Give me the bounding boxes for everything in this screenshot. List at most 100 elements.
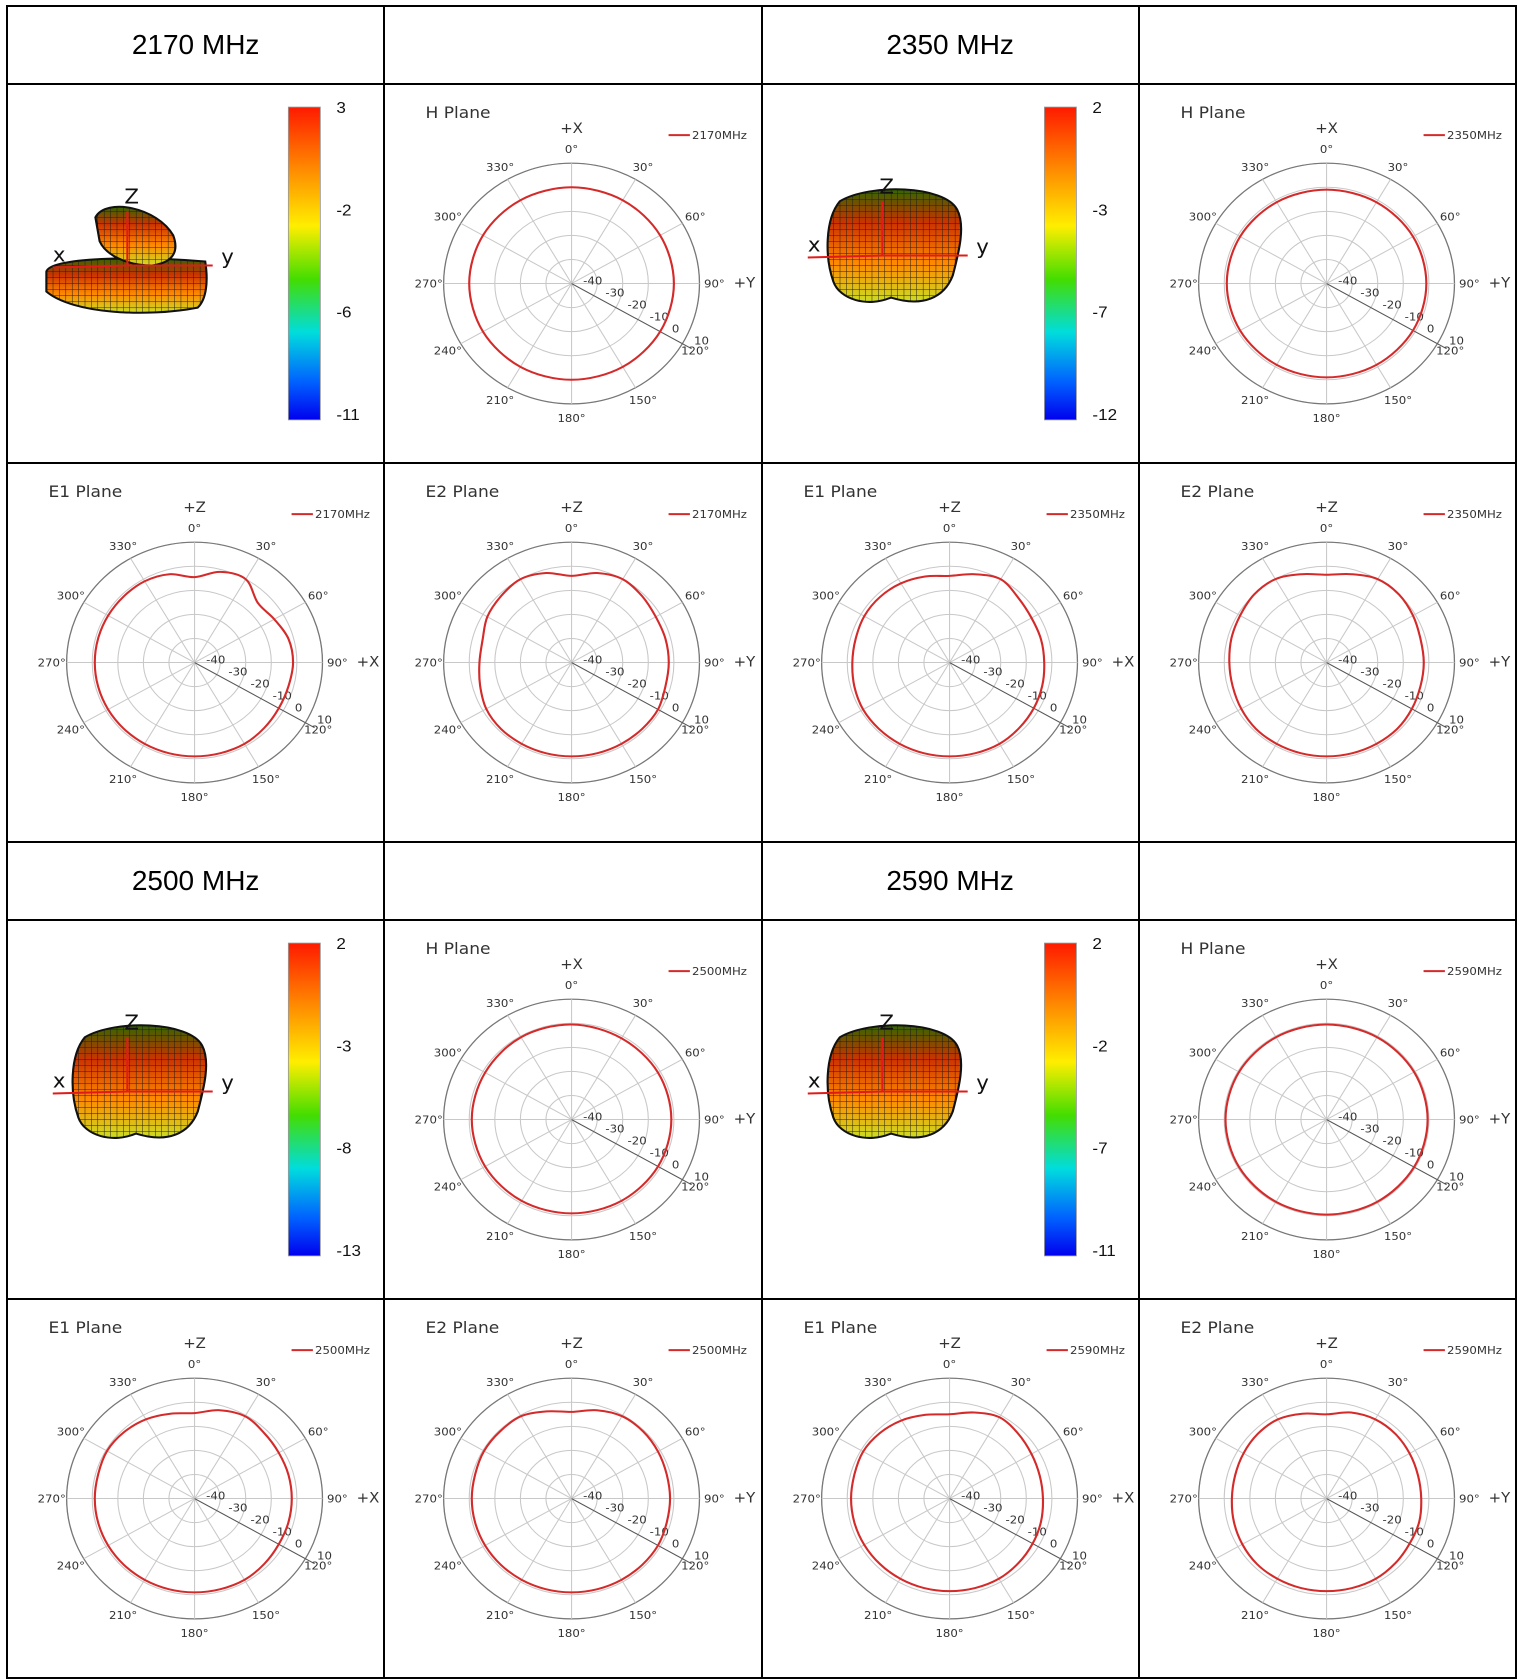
- radial-axis-line: [571, 662, 693, 729]
- angle-spoke: [571, 662, 637, 767]
- angle-spoke: [948, 558, 1014, 663]
- angle-spoke: [194, 601, 306, 663]
- legend-label: 2350MHz: [1070, 507, 1125, 521]
- right-axis-label: +Y: [1488, 1491, 1510, 1507]
- colorbar-label: -2: [1092, 1037, 1107, 1055]
- angle-tick-label: 0°: [1320, 522, 1333, 536]
- angle-tick-label: 180°: [1312, 790, 1340, 804]
- plane-title: E2 Plane: [1180, 483, 1254, 501]
- plot-svg: E2 Plane 2500MHz 0° 30° 60° 90° 120° 150° 180° 21…: [415, 1319, 756, 1640]
- angle-tick-label: 30°: [633, 161, 654, 175]
- angle-spoke: [1261, 558, 1327, 663]
- angle-tick-label: 30°: [256, 1376, 277, 1390]
- colorbar: [1043, 942, 1077, 1257]
- angle-tick-label: 150°: [252, 1608, 280, 1622]
- angle-spoke: [460, 1498, 573, 1560]
- angle-spoke: [1326, 1058, 1438, 1120]
- radial-tick-label: -30: [606, 1501, 625, 1515]
- top-axis-label: +Z: [1315, 1337, 1338, 1353]
- angle-tick-label: 60°: [685, 210, 706, 224]
- top-axis-label: +Z: [938, 501, 961, 517]
- radial-tick-label: -40: [583, 653, 602, 667]
- angle-spoke: [194, 1394, 259, 1499]
- right-axis-label: +X: [1111, 1491, 1134, 1507]
- radial-tick-label: 0: [1427, 322, 1434, 336]
- radial-axis-line: [948, 1498, 1070, 1565]
- angle-spoke: [571, 1498, 637, 1603]
- angle-spoke: [571, 558, 637, 663]
- angle-spoke: [1215, 1058, 1327, 1120]
- angle-spoke: [1325, 1394, 1391, 1499]
- right-axis-label: +Y: [1488, 655, 1510, 671]
- polar-plot-cell: E1 Plane 2170MHz 0° 30° 60° 90° 120° 150° 180° 21…: [5, 462, 386, 843]
- angle-tick-label: 60°: [685, 1046, 706, 1060]
- empty-header-cell: [383, 841, 763, 921]
- series-line-2590MHz: [1224, 1023, 1429, 1216]
- x-axis-line: [807, 1090, 882, 1095]
- colorbar-label: 2: [1092, 99, 1101, 117]
- radial-tick-label: -40: [583, 274, 602, 288]
- polar-plot-cell: E2 Plane 2500MHz 0° 30° 60° 90° 120° 150° 180° 21…: [383, 1298, 763, 1679]
- y-axis-label: y: [221, 245, 234, 268]
- radial-tick-label: -20: [628, 1134, 647, 1148]
- polar-plot-cell: H Plane 2170MHz 0° 30° 60° 90° 120° 150° 180° 210…: [383, 83, 763, 464]
- x-axis-line: [52, 264, 128, 269]
- angle-tick-label: 30°: [1010, 1376, 1031, 1390]
- series-line-2500MHz: [470, 1023, 673, 1215]
- angle-tick-label: 60°: [685, 1425, 706, 1439]
- top-axis-label: +Z: [1315, 501, 1338, 517]
- angle-tick-label: 300°: [57, 589, 85, 603]
- angle-spoke: [571, 1394, 637, 1499]
- angle-spoke: [460, 283, 573, 345]
- plot-svg: E2 Plane 2590MHz 0° 30° 60° 90° 120° 150° 180° 21…: [1169, 1319, 1510, 1640]
- polar-plot-cell: H Plane 2590MHz 0° 30° 60° 90° 120° 150° 180° 210…: [1137, 919, 1518, 1300]
- angle-tick-label: 60°: [308, 1425, 329, 1439]
- radial-tick-label: -30: [983, 665, 1002, 679]
- angle-spoke: [1261, 1119, 1327, 1224]
- angle-spoke: [571, 222, 683, 284]
- angle-spoke: [507, 283, 573, 388]
- angle-tick-label: 150°: [252, 772, 280, 786]
- radial-axis-line: [1326, 1119, 1447, 1186]
- right-axis-label: +X: [357, 655, 380, 671]
- angle-spoke: [460, 1058, 573, 1120]
- legend-label: 2500MHz: [692, 1343, 747, 1357]
- empty-header-cell: [1137, 5, 1518, 85]
- angle-spoke: [1215, 662, 1327, 724]
- radial-tick-label: -40: [583, 1110, 602, 1124]
- angle-tick-label: 330°: [109, 1376, 137, 1390]
- freq-header: 2590 MHz: [760, 841, 1140, 921]
- radial-tick-label: -40: [961, 1489, 980, 1503]
- angle-spoke: [1215, 283, 1327, 345]
- angle-tick-label: 90°: [704, 1113, 725, 1127]
- angle-tick-label: 300°: [434, 210, 462, 224]
- radial-tick-label: 0: [1427, 1537, 1434, 1551]
- angle-tick-label: 300°: [57, 1425, 85, 1439]
- plane-title: H Plane: [1180, 104, 1245, 122]
- angle-spoke: [838, 1437, 950, 1499]
- legend-label: 2500MHz: [315, 1343, 370, 1357]
- header-row: 2170 MHz 2350 MHz: [5, 5, 1518, 85]
- right-axis-label: +X: [357, 1491, 380, 1507]
- radial-tick-label: -30: [1360, 1122, 1379, 1136]
- angle-tick-label: 90°: [704, 1492, 725, 1506]
- angle-spoke: [460, 1437, 573, 1499]
- x-axis-label: x: [53, 1069, 66, 1092]
- angle-tick-label: 60°: [1440, 210, 1461, 224]
- angle-tick-label: 90°: [704, 656, 725, 670]
- x-axis-label: x: [807, 233, 820, 256]
- x-axis-line: [807, 254, 882, 259]
- top-axis-label: +X: [560, 958, 583, 974]
- top-axis-label: +X: [1315, 958, 1338, 974]
- radial-tick-label: -10: [1404, 1525, 1423, 1539]
- radial-tick-label: -20: [1005, 1513, 1024, 1527]
- radial-tick-label: -10: [650, 689, 669, 703]
- angle-spoke: [884, 1498, 950, 1603]
- angle-tick-label: 300°: [1189, 1425, 1217, 1439]
- angle-tick-label: 0°: [1320, 1358, 1333, 1372]
- angle-tick-label: 240°: [1189, 1559, 1217, 1573]
- angle-tick-label: 60°: [1062, 1425, 1083, 1439]
- legend-label: 2170MHz: [315, 507, 370, 521]
- angle-spoke: [1326, 1437, 1438, 1499]
